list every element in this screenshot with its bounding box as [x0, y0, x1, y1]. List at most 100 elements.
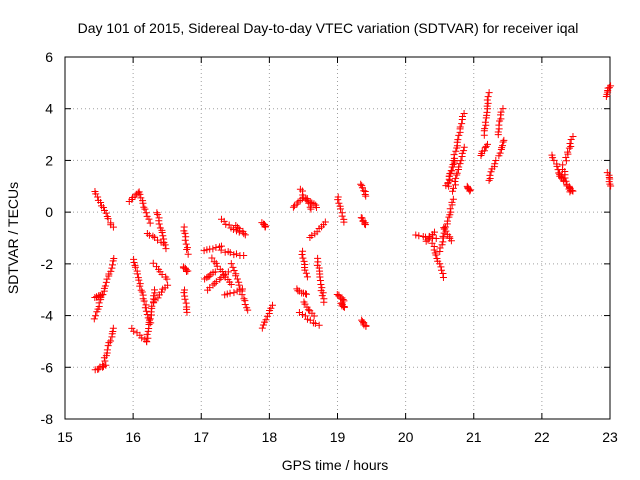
- data-point: [240, 230, 248, 238]
- data-point: [443, 217, 451, 225]
- y-tick-label: -2: [41, 256, 54, 272]
- data-point: [133, 270, 141, 278]
- x-tick-label: 16: [125, 429, 141, 445]
- data-point: [141, 205, 149, 213]
- data-point: [109, 324, 117, 332]
- data-point: [448, 198, 456, 206]
- data-point: [318, 292, 326, 300]
- y-tick-label: -6: [41, 359, 54, 375]
- data-point: [567, 136, 575, 144]
- data-point: [458, 120, 466, 128]
- data-point: [102, 209, 110, 217]
- data-point: [90, 315, 98, 323]
- data-point: [104, 215, 112, 223]
- data-point: [320, 298, 328, 306]
- data-point: [310, 312, 318, 320]
- data-point: [241, 231, 249, 239]
- data-point: [450, 151, 458, 159]
- data-point: [460, 147, 468, 155]
- data-point: [142, 307, 150, 315]
- data-point: [232, 221, 240, 229]
- data-point: [439, 270, 447, 278]
- data-point: [211, 268, 219, 276]
- data-point: [261, 223, 269, 231]
- data-point: [262, 316, 270, 324]
- data-point: [180, 289, 188, 297]
- data-point: [362, 221, 370, 229]
- x-tick-label: 18: [262, 429, 278, 445]
- y-axis-label: SDTVAR / TECUs: [5, 182, 21, 294]
- data-point: [136, 190, 144, 198]
- data-point: [318, 284, 326, 292]
- data-point: [232, 272, 240, 280]
- data-point: [492, 157, 500, 165]
- y-tick-label: -8: [41, 411, 54, 427]
- data-point: [430, 246, 438, 254]
- data-point: [230, 289, 238, 297]
- data-point: [109, 327, 117, 335]
- grid-layer: [64, 56, 611, 420]
- data-point: [203, 274, 211, 282]
- data-point: [229, 225, 237, 233]
- data-point: [99, 291, 107, 299]
- data-point: [553, 162, 561, 170]
- data-point: [95, 299, 103, 307]
- x-axis-label: GPS time / hours: [282, 457, 389, 473]
- data-point: [430, 228, 438, 236]
- data-point: [107, 267, 115, 275]
- data-point: [455, 131, 463, 139]
- data-point: [317, 281, 325, 289]
- data-point: [145, 215, 153, 223]
- data-point: [226, 249, 234, 257]
- y-tick-label: 2: [45, 152, 53, 168]
- data-point: [302, 269, 310, 277]
- data-point: [104, 342, 112, 350]
- data-point: [491, 160, 499, 168]
- data-point: [333, 290, 341, 298]
- data-point: [103, 275, 111, 283]
- data-point: [460, 110, 468, 118]
- data-point: [335, 199, 343, 207]
- data-point: [301, 266, 309, 274]
- data-point: [499, 142, 507, 150]
- data-point: [340, 303, 348, 311]
- data-point: [337, 205, 345, 213]
- x-tick-label: 22: [534, 429, 550, 445]
- data-point: [130, 327, 138, 335]
- data-point: [163, 275, 171, 283]
- data-point: [141, 304, 149, 312]
- tick-layer: 15 16 17 18 19 20 21 22 23 -8 -6 -4 -2 0 2 4 6: [41, 49, 618, 445]
- data-point: [153, 209, 161, 217]
- data-point: [154, 236, 162, 244]
- data-point: [306, 203, 314, 211]
- data-point: [236, 227, 244, 235]
- chart-title: Day 101 of 2015, Sidereal Day-to-day VTE…: [78, 20, 579, 36]
- data-point: [154, 294, 162, 302]
- data-point: [212, 244, 220, 252]
- data-point: [308, 231, 316, 239]
- data-point: [220, 217, 228, 225]
- data-point: [452, 174, 460, 182]
- data-point: [181, 229, 189, 237]
- data-point: [103, 346, 111, 354]
- data-point: [447, 208, 455, 216]
- data-point: [485, 89, 493, 97]
- data-point: [217, 246, 225, 254]
- data-point: [143, 330, 151, 338]
- data-point: [456, 123, 464, 131]
- data-point: [446, 176, 454, 184]
- data-point: [158, 288, 166, 296]
- data-point: [238, 291, 246, 299]
- data-point: [149, 232, 157, 240]
- data-point: [304, 306, 312, 314]
- data-point: [94, 193, 102, 201]
- y-tick-label: -4: [41, 308, 54, 324]
- data-point: [607, 182, 615, 190]
- data-point: [233, 275, 241, 283]
- data-point: [227, 260, 235, 268]
- data-point: [259, 321, 267, 329]
- data-point: [432, 251, 440, 259]
- data-point: [137, 286, 145, 294]
- data-point: [149, 259, 157, 267]
